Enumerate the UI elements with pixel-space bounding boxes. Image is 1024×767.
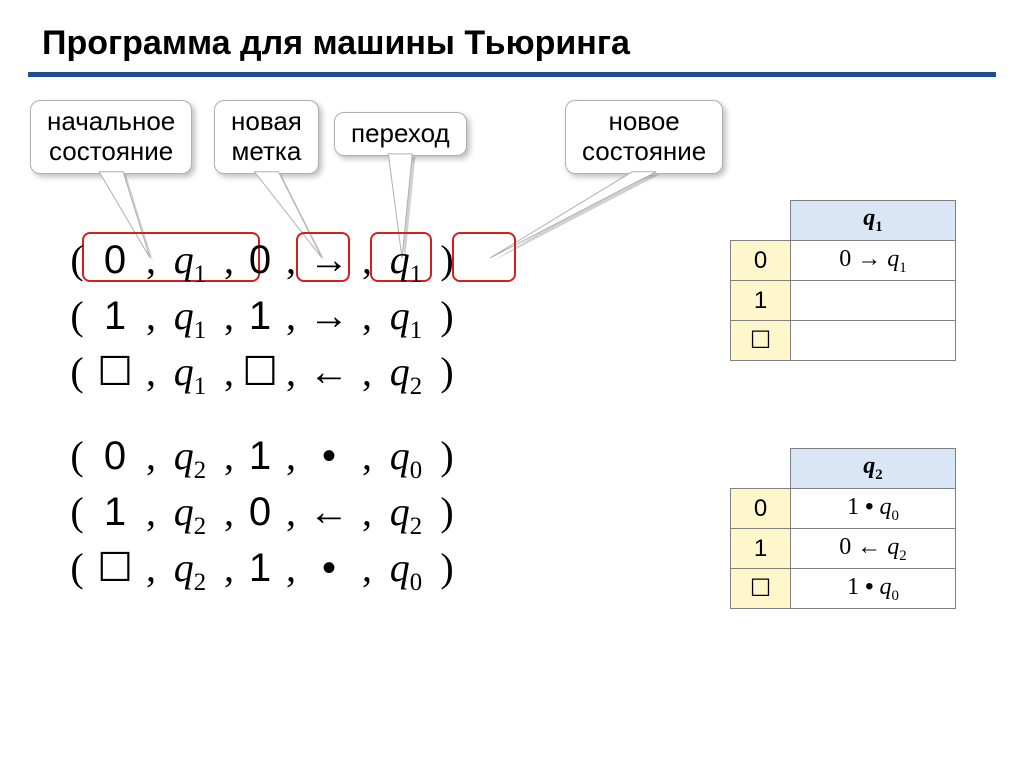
tuple-row: (☐,q1,☐,←,q2) bbox=[68, 348, 456, 404]
tuple-row: (0,q1,0,→,q1) bbox=[68, 236, 456, 292]
state-table: q100 → q11☐ bbox=[730, 200, 956, 361]
tuple-row: (☐,q2,1,•,q0) bbox=[68, 544, 456, 600]
tuple-row: (0,q2,1,•,q0) bbox=[68, 432, 456, 488]
tuple-row: (1,q2,0,←,q2) bbox=[68, 488, 456, 544]
tuple-list: (0,q1,0,→,q1)(1,q1,1,→,q1)(☐,q1,☐,←,q2) (… bbox=[68, 236, 456, 600]
state-table: q201 • q010 ← q2☐1 • q0 bbox=[730, 448, 956, 609]
highlight-box bbox=[452, 232, 516, 282]
tuple-row: (1,q1,1,→,q1) bbox=[68, 292, 456, 348]
